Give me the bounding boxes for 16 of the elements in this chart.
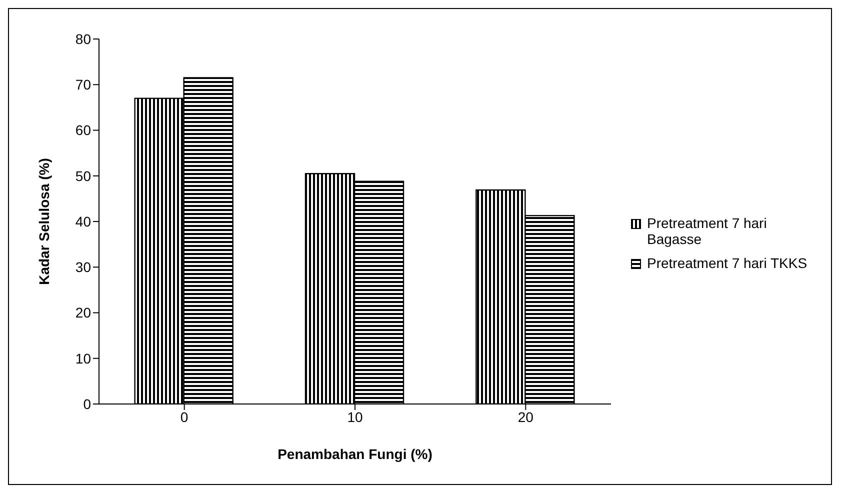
y-tick-label: 60 (75, 122, 92, 138)
y-tick-label: 50 (75, 168, 92, 184)
y-tick-label: 30 (75, 259, 92, 276)
y-tick-label: 0 (83, 396, 92, 412)
y-tick-label: 80 (75, 30, 92, 47)
y-tick-label: 10 (75, 350, 92, 366)
legend-label: Pretreatment 7 hari TKKS (647, 254, 808, 270)
x-tick-label: 20 (518, 408, 534, 425)
y-axis-title: Kadar Selulosa (%) (36, 158, 52, 285)
y-tick-label: 20 (75, 304, 92, 321)
x-tick-label: 10 (347, 408, 363, 425)
x-tick-label: 0 (180, 408, 188, 425)
y-tick-label: 70 (75, 76, 92, 93)
x-axis-title: Penambahan Fungi (%) (278, 446, 432, 462)
legend-label: Pretreatment 7 hari Bagasse (647, 214, 768, 246)
y-tick-label: 40 (75, 213, 92, 230)
